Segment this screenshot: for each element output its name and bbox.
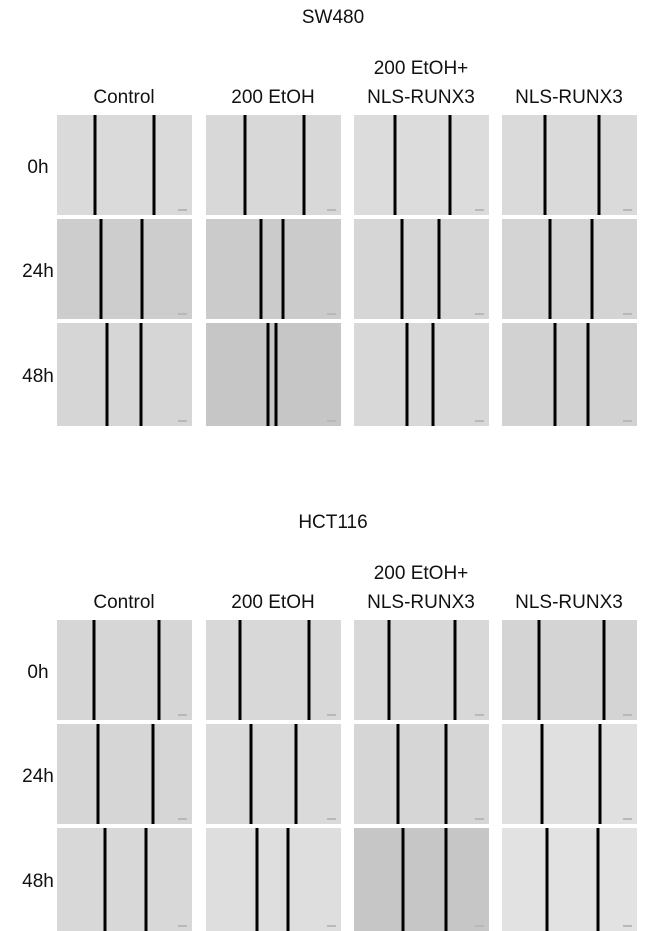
scale-bar [178,925,187,927]
column-header: 200 EtOH+ [374,58,469,79]
scale-bar [475,209,484,211]
scale-bar [475,313,484,315]
micrograph [502,115,637,215]
scale-bar [475,925,484,927]
column-header: NLS-RUNX3 [515,592,623,613]
micrograph [502,620,637,720]
column-header: NLS-RUNX3 [367,87,475,108]
scale-bar [327,313,336,315]
scale-bar [475,714,484,716]
figure-canvas: SW480 Control 200 EtOH 200 EtOH+ NLS-RUNX3 NL… [0,0,645,931]
micrograph [206,323,341,426]
scale-bar [623,818,632,820]
micrograph [206,620,341,720]
column-header: 200 EtOH [231,592,314,613]
row-label: 24h [22,766,54,787]
micrograph [354,620,489,720]
scale-bar [178,420,187,422]
panel-title: SW480 [302,7,364,28]
micrograph [57,620,192,720]
micrograph [206,828,341,931]
scale-bar [475,420,484,422]
micrograph [354,724,489,824]
scale-bar [327,420,336,422]
scale-bar [178,313,187,315]
scale-bar [178,209,187,211]
column-header: NLS-RUNX3 [515,87,623,108]
column-header: NLS-RUNX3 [367,592,475,613]
micrograph [57,219,192,319]
scale-bar [327,818,336,820]
column-header: 200 EtOH [231,87,314,108]
micrograph [57,828,192,931]
micrograph [57,323,192,426]
column-header: 200 EtOH+ [374,563,469,584]
micrograph [502,828,637,931]
scale-bar [623,925,632,927]
scale-bar [178,714,187,716]
micrograph [354,115,489,215]
figure: SW480 Control 200 EtOH 200 EtOH+ NLS-RUNX3 NL… [0,0,645,931]
micrograph [354,323,489,426]
row-label: 24h [22,261,54,282]
scale-bar [327,714,336,716]
micrograph [57,724,192,824]
panel-title: HCT116 [298,512,367,533]
micrograph [502,219,637,319]
micrograph [502,724,637,824]
micrograph [354,828,489,931]
micrograph [206,115,341,215]
scale-bar [327,925,336,927]
row-label: 0h [27,157,48,178]
scale-bar [623,209,632,211]
micrograph [206,219,341,319]
micrograph [57,115,192,215]
row-label: 0h [27,662,48,683]
micrograph [502,323,637,426]
scale-bar [623,313,632,315]
row-label: 48h [22,871,54,892]
row-label: 48h [22,366,54,387]
micrograph [354,219,489,319]
column-header: Control [93,592,154,613]
scale-bar [623,420,632,422]
scale-bar [327,209,336,211]
column-header: Control [93,87,154,108]
scale-bar [623,714,632,716]
scale-bar [178,818,187,820]
micrograph [206,724,341,824]
scale-bar [475,818,484,820]
